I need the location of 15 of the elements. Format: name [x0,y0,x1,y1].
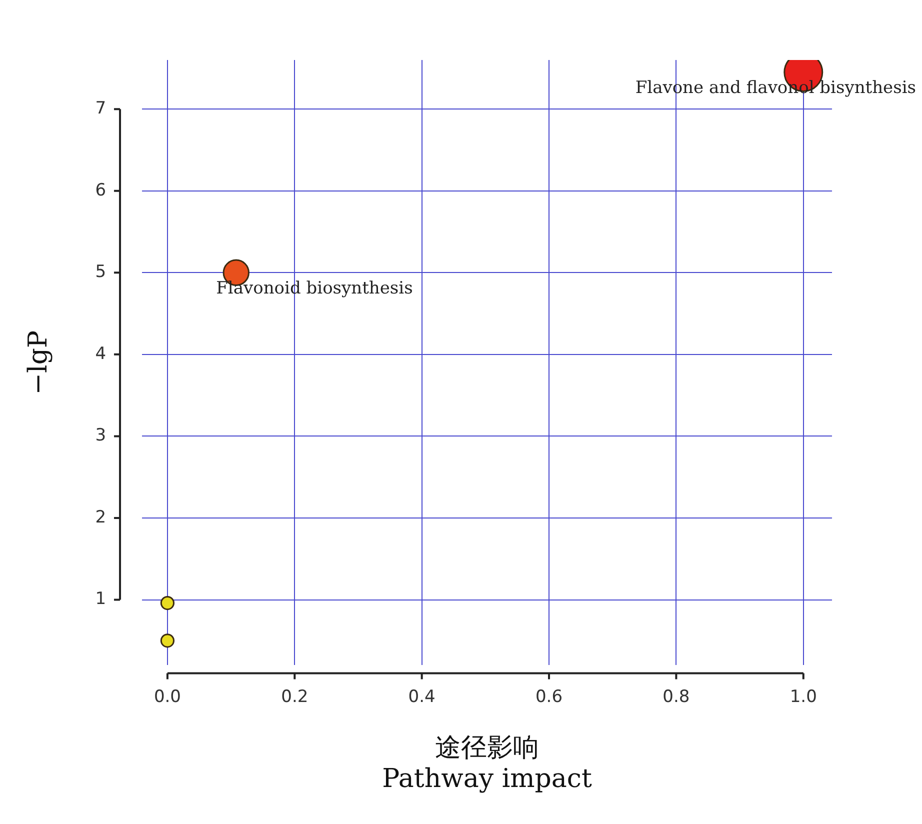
x-tick-label: 0.2 [281,686,308,707]
x-axis-title: 途径影响 Pathway impact [382,732,592,794]
x-tick-label: 1.0 [790,686,817,707]
y-tick-label: 6 [95,180,106,200]
x-tick-label: 0.0 [154,686,181,707]
y-tick-label: 5 [95,262,106,282]
x-tick-label: 0.6 [535,686,563,707]
y-tick-label: 1 [95,589,106,610]
y-tick-label: 3 [95,426,106,446]
x-tick-label: 0.4 [408,686,436,707]
x-tick-label: 0.8 [662,686,690,707]
y-axis-title: −lgP [23,330,54,395]
y-tick-label: 2 [95,507,106,528]
y-tick-label: 4 [95,344,106,364]
y-tick-label: 7 [95,98,106,118]
